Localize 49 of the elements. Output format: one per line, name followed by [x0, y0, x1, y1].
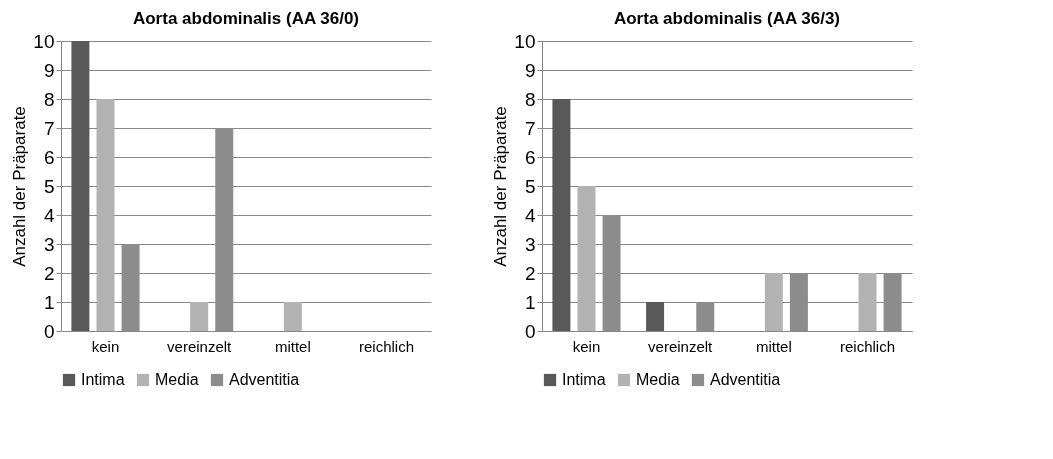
bar — [71, 41, 90, 331]
x-tick-label: kein — [91, 337, 120, 355]
y-tick-label: 6 — [524, 146, 536, 168]
bar — [646, 302, 665, 331]
y-axis-title: Anzahl der Präparate — [10, 106, 30, 267]
x-tick-label: vereinzelt — [648, 337, 714, 355]
y-axis-title: Anzahl der Präparate — [491, 106, 511, 267]
y-tick-label: 9 — [524, 59, 536, 81]
legend-label: Intima — [562, 371, 606, 388]
y-tick-label: 5 — [43, 175, 55, 197]
y-tick-label: 2 — [43, 262, 55, 284]
y-tick-label: 7 — [43, 117, 55, 139]
y-tick-label: 1 — [43, 291, 55, 313]
y-tick-label: 2 — [524, 262, 536, 284]
x-tick-label: vereinzelt — [167, 337, 233, 355]
bar — [96, 99, 115, 331]
x-tick-label: reichlich — [358, 337, 415, 355]
y-tick-label: 9 — [43, 59, 55, 81]
bar — [552, 99, 571, 331]
legend-label: Media — [155, 371, 199, 388]
x-tick-label: reichlich — [839, 337, 896, 355]
y-tick-label: 8 — [524, 88, 536, 110]
x-tick-label: mittel — [274, 337, 311, 355]
bar — [764, 273, 783, 331]
bar — [283, 302, 302, 331]
y-tick-label: 5 — [524, 175, 536, 197]
y-tick-label: 0 — [43, 320, 55, 342]
y-tick-label: 3 — [524, 233, 536, 255]
bar — [190, 302, 209, 331]
y-tick-label: 7 — [524, 117, 536, 139]
chart-title: Aorta abdominalis (AA 36/0) — [132, 9, 360, 28]
legend-label: Media — [636, 371, 680, 388]
y-tick-label: 0 — [524, 320, 536, 342]
y-tick-label: 4 — [524, 204, 536, 226]
y-tick-label: 8 — [43, 88, 55, 110]
legend-label: Adventitia — [710, 371, 781, 388]
bar — [858, 273, 877, 331]
legend-label: Adventitia — [229, 371, 300, 388]
x-tick-label: kein — [572, 337, 601, 355]
y-tick-label: 4 — [43, 204, 55, 226]
y-tick-label: 3 — [43, 233, 55, 255]
bar — [577, 186, 596, 331]
y-tick-label: 10 — [514, 30, 536, 52]
y-tick-label: 6 — [43, 146, 55, 168]
legend-label: Intima — [81, 371, 125, 388]
chart-title: Aorta abdominalis (AA 36/3) — [613, 9, 841, 28]
x-tick-label: mittel — [755, 337, 792, 355]
y-tick-label: 1 — [524, 291, 536, 313]
y-tick-label: 10 — [33, 30, 55, 52]
